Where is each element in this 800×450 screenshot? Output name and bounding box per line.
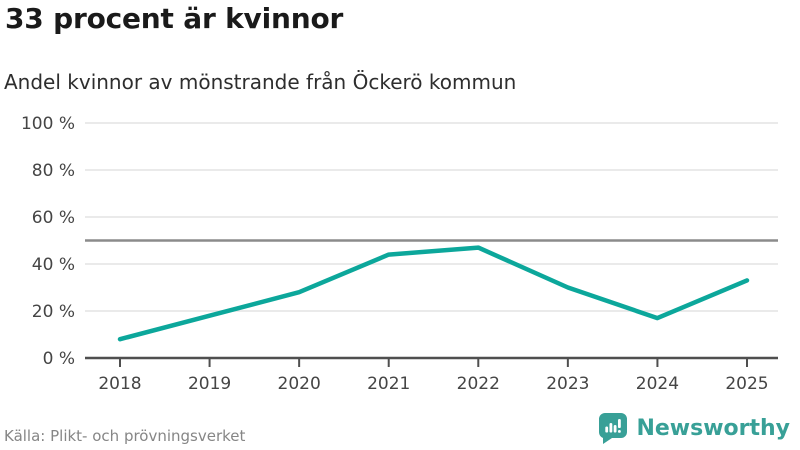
x-axis-label: 2019: [188, 374, 231, 394]
x-axis-label: 2018: [98, 374, 141, 394]
y-axis-label: 80 %: [32, 161, 75, 181]
y-axis-label: 40 %: [32, 255, 75, 275]
chart-subtitle: Andel kvinnor av mönstrande från Öckerö …: [4, 70, 517, 94]
brand-name: Newsworthy: [636, 415, 790, 441]
newsworthy-bubble-icon: [599, 413, 628, 444]
x-axis-label: 2023: [546, 374, 589, 394]
y-axis-label: 20 %: [32, 302, 75, 322]
y-axis-label: 0 %: [43, 349, 75, 369]
source-note: Källa: Plikt- och prövningsverket: [4, 427, 246, 445]
brand-logo: Newsworthy: [598, 412, 790, 444]
y-axis-label: 60 %: [32, 208, 75, 228]
x-axis-label: 2021: [367, 374, 410, 394]
line-chart-svg: 0 % 20 % 40 % 60 % 80 % 100 % 2018 2019 2020 2021…: [21, 114, 778, 394]
x-axis-label: 2020: [278, 374, 321, 394]
page-title: 33 procent är kvinnor: [5, 2, 344, 35]
x-axis-label: 2022: [457, 374, 500, 394]
x-axis-label: 2024: [636, 374, 679, 394]
x-axis-label: 2025: [725, 374, 768, 394]
y-axis-label: 100 %: [21, 114, 75, 134]
line-chart: 0 % 20 % 40 % 60 % 80 % 100 % 2018 2019 2020 2021…: [0, 110, 800, 410]
data-line-andel-kvinnor: [117, 245, 750, 342]
